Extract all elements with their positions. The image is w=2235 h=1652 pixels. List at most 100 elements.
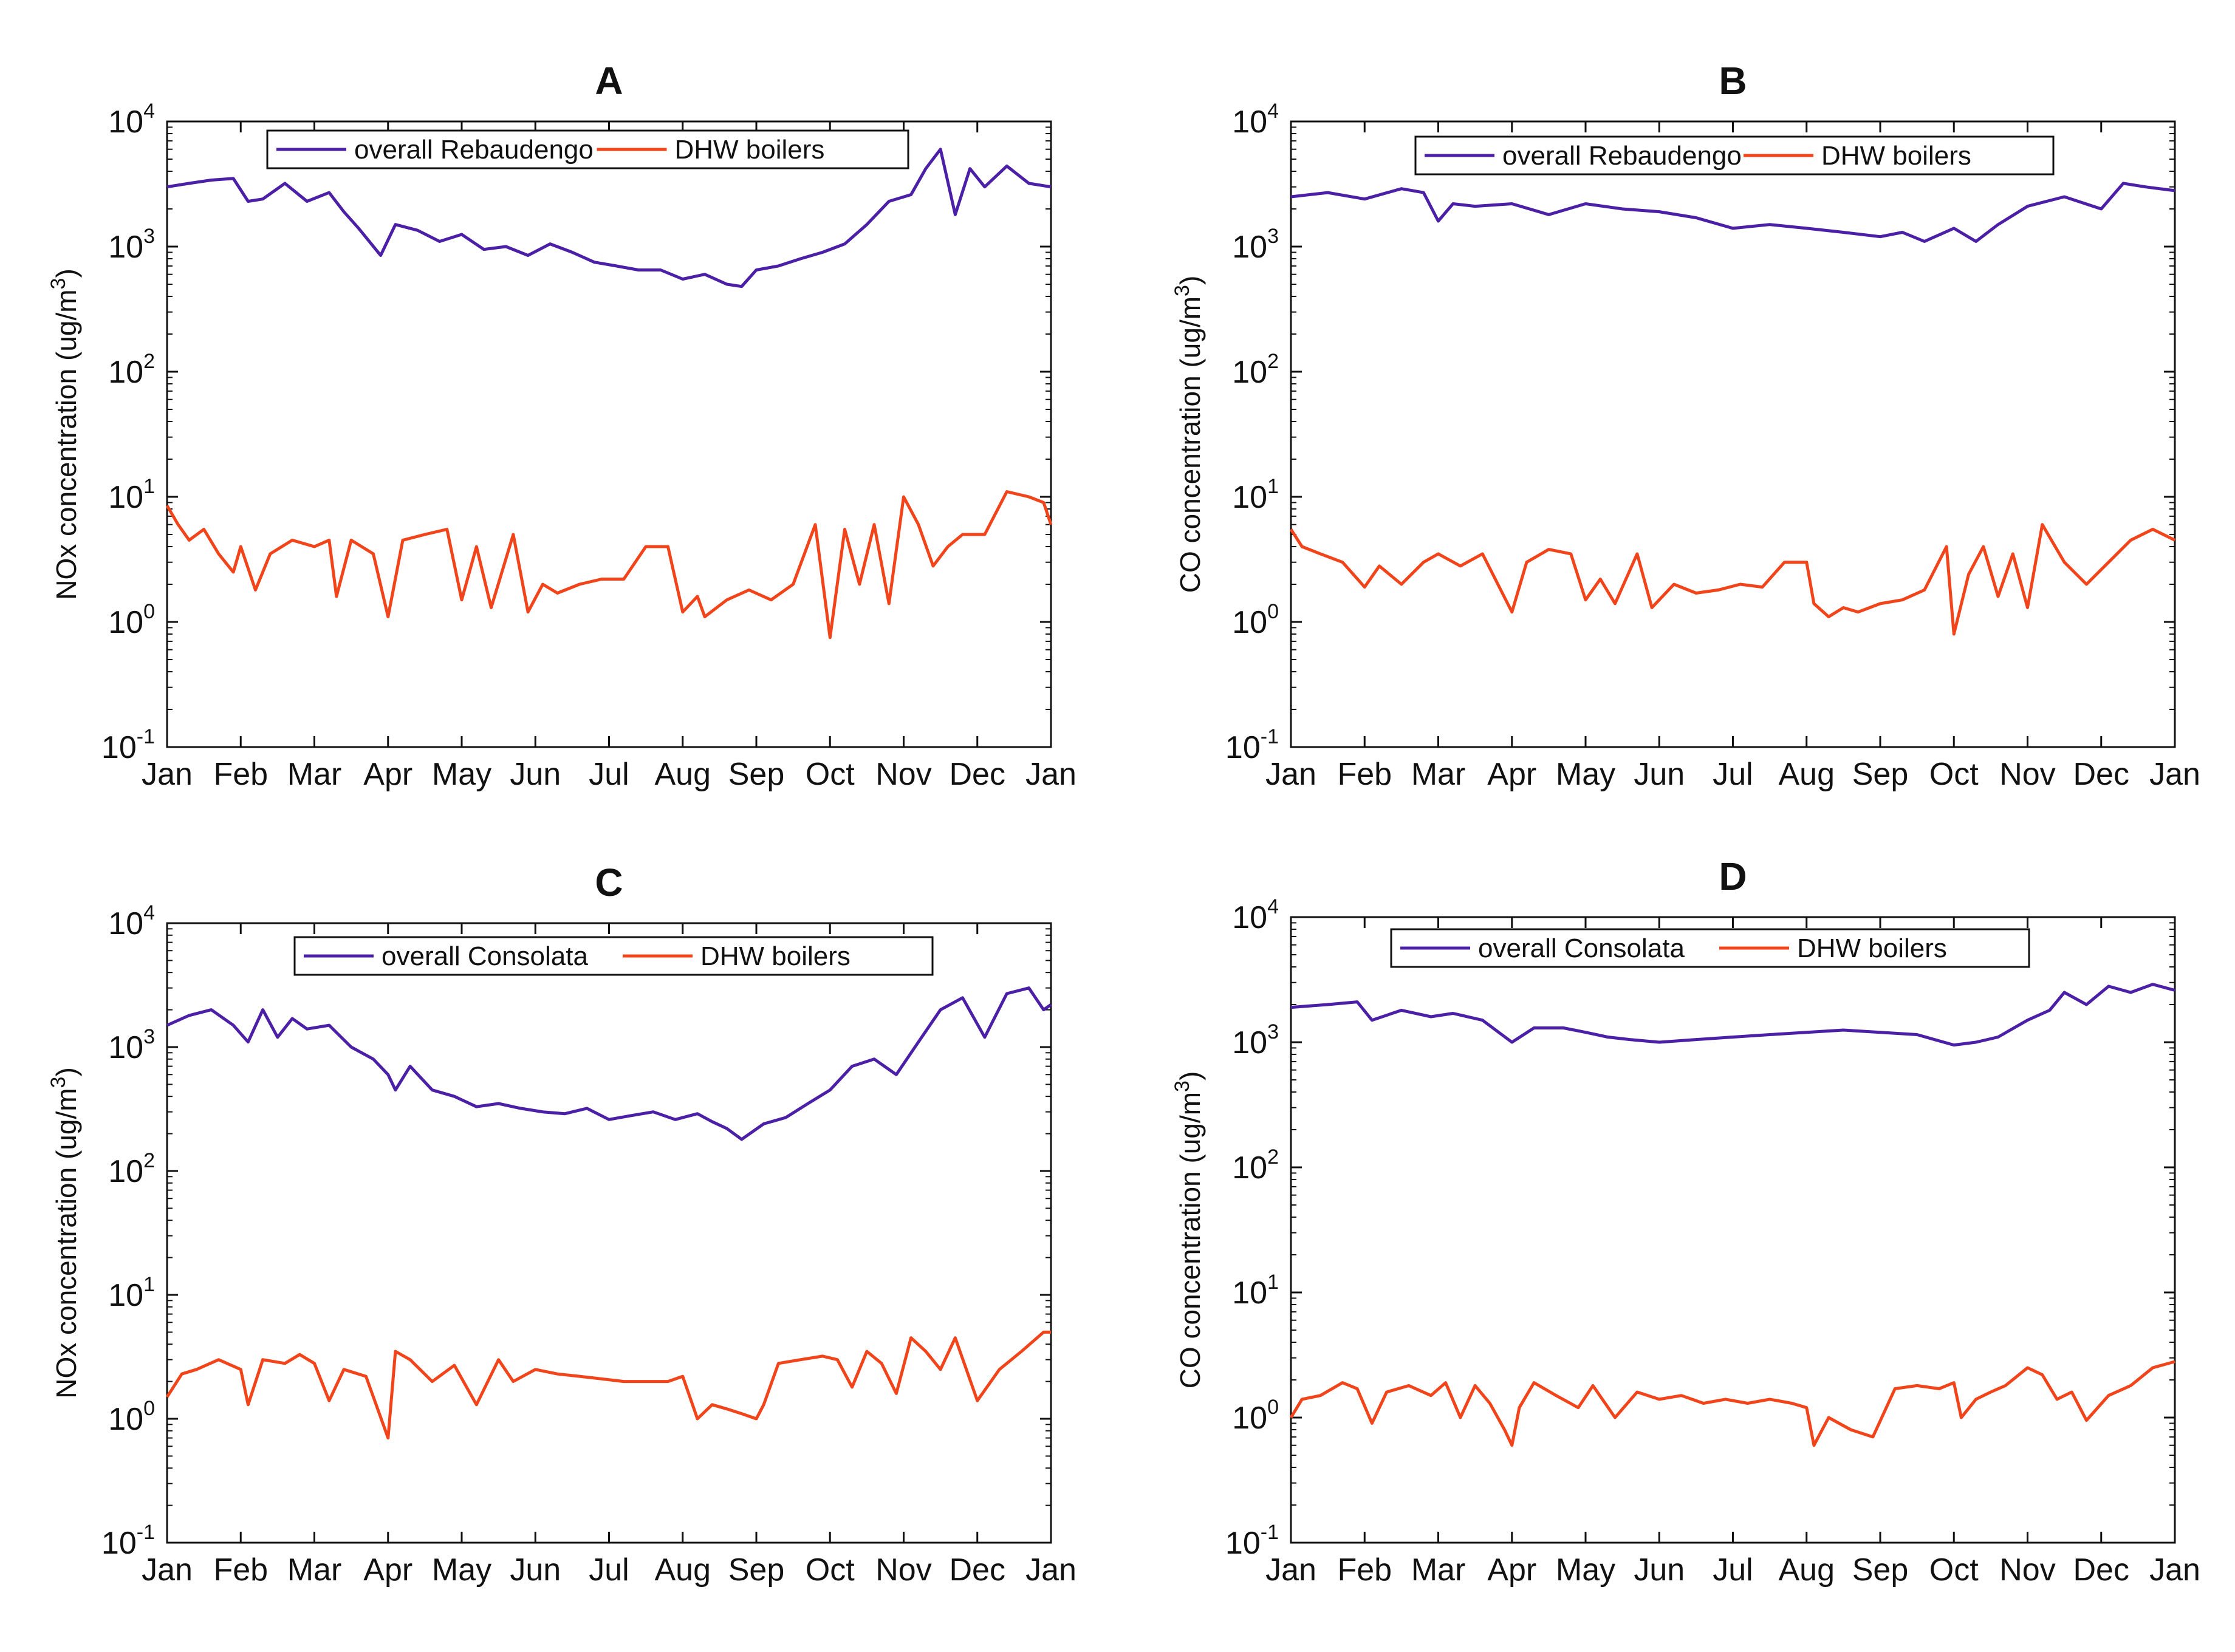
x-tick-label: Jul: [589, 1552, 629, 1588]
x-tick-label: Mar: [1411, 1552, 1466, 1588]
y-tick-label: 10-1: [101, 1521, 155, 1561]
y-tick-label: 103: [108, 225, 155, 265]
legend-label: overall Rebaudengo: [1502, 141, 1742, 171]
y-tick-label: 101: [108, 1273, 155, 1313]
x-tick-label: Dec: [950, 1552, 1005, 1588]
legend: overall Consolata DHW boilers: [1390, 928, 2030, 968]
x-tick-label: Oct: [806, 757, 855, 792]
legend-label: overall Consolata: [382, 941, 588, 971]
x-tick-label: Oct: [1929, 1552, 1979, 1588]
x-tick-label: Dec: [2073, 1552, 2129, 1588]
y-tick-label: 101: [1232, 1271, 1279, 1311]
series-line-overall: [1290, 983, 2175, 1047]
y-tick-label: 100: [108, 600, 155, 640]
panel-title: A: [595, 59, 623, 103]
x-tick-label: Nov: [1999, 757, 2055, 792]
y-tick-label: 103: [1232, 1020, 1279, 1060]
x-tick-label: Aug: [1778, 1552, 1835, 1588]
chart-panel-d: D 10-1 100 101 102 103 104 Jan Feb Mar Apr May Jun Ju…: [1171, 855, 2200, 1588]
legend-box: [266, 129, 909, 169]
legend-label: DHW boilers: [700, 941, 851, 971]
panel-title: B: [1719, 59, 1747, 103]
x-tick-label: Jun: [1634, 757, 1685, 792]
chart-panel-c: C 10-1 100 101 102 103 104 Jan Feb Mar Apr May Jun Ju…: [47, 861, 1076, 1588]
series-line-overall: [166, 986, 1052, 1141]
series-line-overall: [166, 148, 1052, 288]
x-tick-label: Dec: [950, 757, 1005, 792]
x-tick-label: Aug: [654, 757, 711, 792]
x-tick-label: Jan: [1025, 1552, 1076, 1588]
y-tick-label: 102: [1232, 350, 1279, 390]
x-tick-label: Jul: [1713, 757, 1753, 792]
x-tick-label: May: [1556, 1552, 1615, 1588]
legend-label: DHW boilers: [1797, 934, 1947, 963]
x-tick-label: Feb: [213, 1552, 268, 1588]
y-tick-label: 104: [1232, 895, 1279, 935]
legend: overall Consolata DHW boilers: [293, 936, 934, 976]
x-tick-label: Feb: [1337, 1552, 1392, 1588]
legend-label: overall Rebaudengo: [354, 135, 594, 165]
x-tick-label: Sep: [728, 1552, 785, 1588]
x-tick-label: Nov: [875, 757, 931, 792]
y-tick-label: 103: [1232, 225, 1279, 265]
y-tick-label: 100: [108, 1397, 155, 1437]
x-tick-label: Jan: [2149, 1552, 2200, 1588]
x-tick-label: Apr: [1487, 1552, 1536, 1588]
y-tick-label: 101: [108, 475, 155, 515]
y-tick-label: 104: [1232, 100, 1279, 140]
x-tick-label: Jul: [1713, 1552, 1753, 1588]
chart-panel-b: B 10-1 100 101 102 103 104 Jan Feb Mar Apr May Jun Ju…: [1171, 59, 2200, 792]
legend-box: [1390, 928, 2030, 968]
legend-box: [293, 936, 934, 976]
y-tick-label: 10-1: [1225, 1521, 1279, 1561]
legend: overall Rebaudengo DHW boilers: [1414, 135, 2055, 176]
x-tick-label: Nov: [875, 1552, 931, 1588]
series-line-dhw: [1289, 523, 2176, 636]
series-line-dhw: [165, 490, 1053, 640]
y-tick-label: 103: [108, 1025, 155, 1065]
y-axis-label: CO concentration (ug/m3): [1171, 1071, 1206, 1389]
y-tick-label: 104: [108, 100, 155, 140]
y-tick-label: 10-1: [1225, 725, 1279, 765]
x-tick-label: Mar: [1411, 757, 1466, 792]
x-tick-label: Nov: [1999, 1552, 2055, 1588]
series-line-dhw: [165, 1330, 1051, 1440]
x-tick-label: Apr: [363, 1552, 412, 1588]
x-tick-label: Aug: [1778, 757, 1835, 792]
x-tick-label: Sep: [1852, 757, 1909, 792]
x-tick-label: Jan: [1265, 1552, 1316, 1588]
x-tick-label: Mar: [287, 757, 342, 792]
y-tick-label: 102: [108, 1149, 155, 1189]
x-tick-label: Oct: [1929, 757, 1979, 792]
x-tick-label: Apr: [1487, 757, 1536, 792]
x-tick-label: Oct: [806, 1552, 855, 1588]
x-tick-label: Jun: [510, 757, 561, 792]
x-tick-label: Aug: [654, 1552, 711, 1588]
y-tick-label: 101: [1232, 475, 1279, 515]
x-tick-label: Jan: [142, 1552, 193, 1588]
y-tick-label: 100: [1232, 1396, 1279, 1436]
y-tick-label: 10-1: [101, 725, 155, 765]
panel-title: D: [1719, 855, 1747, 898]
x-tick-label: Jun: [1634, 1552, 1685, 1588]
legend-label: overall Consolata: [1478, 934, 1685, 963]
series-line-overall: [1290, 182, 2175, 243]
x-tick-label: Jan: [1265, 757, 1316, 792]
y-axis-label: NOx concentration (ug/m3): [47, 268, 82, 600]
x-tick-label: Feb: [1337, 757, 1392, 792]
x-tick-label: Jan: [142, 757, 193, 792]
x-tick-label: Jan: [2149, 757, 2200, 792]
y-axis-label: CO concentration (ug/m3): [1171, 276, 1206, 593]
x-tick-label: Jul: [589, 757, 629, 792]
x-tick-label: Sep: [728, 757, 785, 792]
y-tick-label: 104: [108, 901, 155, 941]
chart-panel-a: A 10-1 100 101 102 103 104 Jan Feb Mar Apr May Jun Ju…: [47, 59, 1076, 792]
x-tick-label: Feb: [213, 757, 268, 792]
x-tick-label: Apr: [363, 757, 412, 792]
x-tick-label: Dec: [2073, 757, 2129, 792]
x-tick-label: Sep: [1852, 1552, 1909, 1588]
y-axis-label: NOx concentration (ug/m3): [47, 1067, 82, 1399]
legend-box: [1414, 135, 2055, 176]
